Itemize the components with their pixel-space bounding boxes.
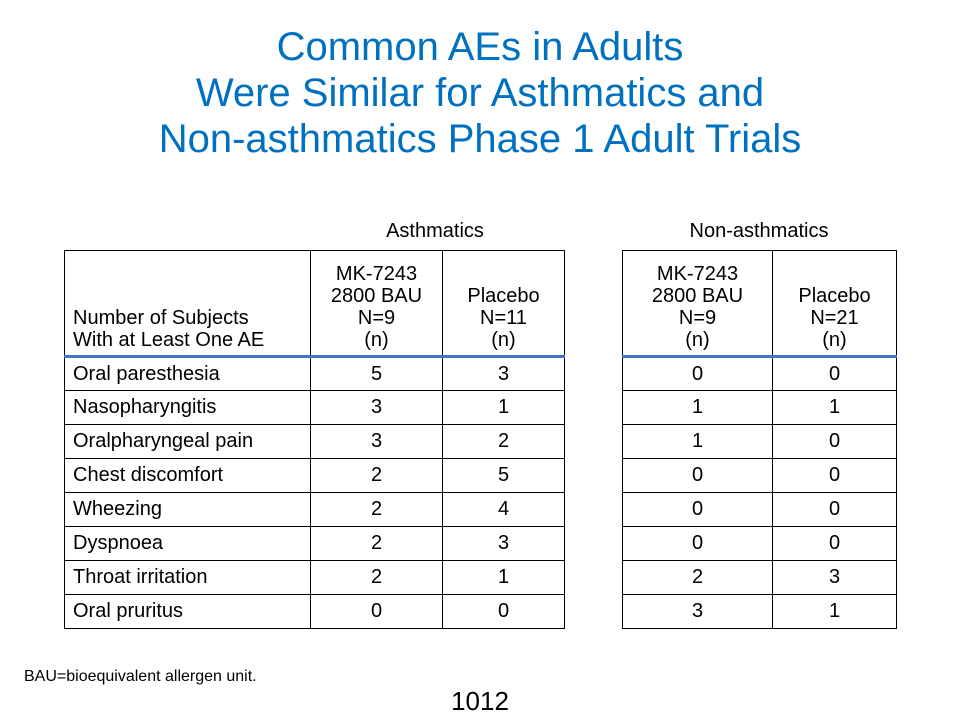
non-asthmatics-active-header: MK-7243 2800 BAU N=9 (n) [622, 250, 773, 358]
asthmatics-active-value: 2 [310, 458, 443, 493]
asthmatics-placebo-value: 2 [442, 424, 565, 459]
non-asthmatics-active-value: 1 [622, 424, 773, 459]
asthmatics-placebo-value: 1 [442, 390, 565, 425]
header-row: MK-7243 2800 BAU N=9 (n) Placebo N=21 (n… [622, 250, 897, 358]
ae-label: Throat irritation [64, 560, 311, 595]
group-label-asthmatics: Asthmatics [386, 220, 484, 242]
non-asthmatics-placebo-value: 0 [772, 458, 897, 493]
row-label-header-line: Number of Subjects [73, 307, 249, 329]
ae-label: Wheezing [64, 492, 311, 527]
non-asthmatics-active-value: 0 [622, 458, 773, 493]
header-line: Placebo [467, 285, 540, 307]
row-label-header: Number of Subjects With at Least One AE [64, 250, 311, 358]
non-asthmatics-active-value: 0 [622, 526, 773, 561]
asthmatics-active-value: 2 [310, 526, 443, 561]
asthmatics-placebo-header: Placebo N=11 (n) [442, 250, 565, 358]
table-row: Oral pruritus 0 0 [64, 594, 565, 629]
title-line-1: Common AEs in Adults [276, 25, 684, 69]
asthmatics-placebo-value: 4 [442, 492, 565, 527]
header-line: (n) [364, 329, 389, 351]
header-line: N=21 [810, 307, 859, 329]
row-label-header-line: With at Least One AE [73, 329, 265, 351]
ae-label: Dyspnoea [64, 526, 311, 561]
footnote: BAU=bioequivalent allergen unit. [24, 668, 257, 685]
asthmatics-active-header: MK-7243 2800 BAU N=9 (n) [310, 250, 443, 358]
header-line: MK-7243 [335, 263, 418, 285]
ae-label: Oral paresthesia [64, 356, 311, 391]
group-label-non-asthmatics: Non-asthmatics [689, 220, 829, 242]
non-asthmatics-active-value: 2 [622, 560, 773, 595]
asthmatics-active-value: 3 [310, 390, 443, 425]
header-line: 2800 BAU [330, 285, 423, 307]
non-asthmatics-table: MK-7243 2800 BAU N=9 (n) Placebo N=21 (n… [622, 250, 897, 629]
table-row: Wheezing 2 4 [64, 492, 565, 527]
non-asthmatics-placebo-value: 1 [772, 390, 897, 425]
header-line: N=9 [357, 307, 396, 329]
asthmatics-active-value: 5 [310, 356, 443, 391]
header-line: 2800 BAU [651, 285, 744, 307]
asthmatics-placebo-value: 3 [442, 356, 565, 391]
table-row: Throat irritation 2 1 [64, 560, 565, 595]
non-asthmatics-placebo-value: 1 [772, 594, 897, 629]
table-row: Oralpharyngeal pain 3 2 [64, 424, 565, 459]
table-row: Chest discomfort 2 5 [64, 458, 565, 493]
non-asthmatics-placebo-value: 0 [772, 492, 897, 527]
header-line: (n) [491, 329, 516, 351]
header-row: Number of Subjects With at Least One AE … [64, 250, 565, 358]
table-row: Dyspnoea 2 3 [64, 526, 565, 561]
header-line: (n) [685, 329, 710, 351]
asthmatics-active-value: 3 [310, 424, 443, 459]
asthmatics-active-value: 2 [310, 560, 443, 595]
non-asthmatics-active-value: 0 [622, 492, 773, 527]
asthmatics-active-value: 0 [310, 594, 443, 629]
non-asthmatics-active-value: 3 [622, 594, 773, 629]
non-asthmatics-active-value: 0 [622, 356, 773, 391]
asthmatics-placebo-value: 0 [442, 594, 565, 629]
non-asthmatics-placebo-value: 0 [772, 424, 897, 459]
header-line: Placebo [798, 285, 871, 307]
asthmatics-active-value: 2 [310, 492, 443, 527]
header-line: N=9 [678, 307, 717, 329]
non-asthmatics-placebo-header: Placebo N=21 (n) [772, 250, 897, 358]
ae-label: Oral pruritus [64, 594, 311, 629]
non-asthmatics-placebo-value: 3 [772, 560, 897, 595]
table-row: Nasopharyngitis 3 1 [64, 390, 565, 425]
asthmatics-placebo-value: 1 [442, 560, 565, 595]
header-line: (n) [822, 329, 847, 351]
ae-label: Chest discomfort [64, 458, 311, 493]
page-number: 1012 [451, 686, 509, 716]
asthmatics-placebo-value: 5 [442, 458, 565, 493]
ae-label: Oralpharyngeal pain [64, 424, 311, 459]
title-line-3: Non-asthmatics Phase 1 Adult Trials [158, 117, 802, 161]
slide-title: Common AEs in Adults Were Similar for As… [0, 24, 960, 162]
ae-label: Nasopharyngitis [64, 390, 311, 425]
asthmatics-table: Number of Subjects With at Least One AE … [64, 250, 565, 629]
non-asthmatics-active-value: 1 [622, 390, 773, 425]
title-line-2: Were Similar for Asthmatics and [195, 71, 765, 115]
non-asthmatics-placebo-value: 0 [772, 356, 897, 391]
table-row: Oral paresthesia 5 3 [64, 356, 565, 391]
header-line: MK-7243 [656, 263, 739, 285]
asthmatics-placebo-value: 3 [442, 526, 565, 561]
non-asthmatics-placebo-value: 0 [772, 526, 897, 561]
header-line: N=11 [480, 307, 527, 329]
